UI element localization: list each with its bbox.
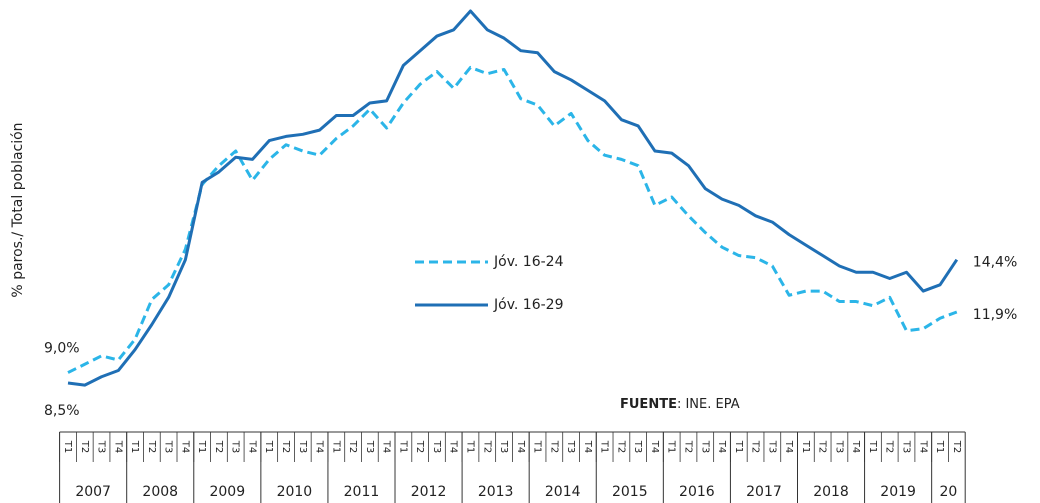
quarter-label: T3 — [901, 440, 912, 453]
quarter-label: T2 — [884, 440, 895, 453]
quarter-label: T4 — [649, 440, 660, 453]
quarter-label: T1 — [129, 440, 140, 453]
year-label: 2015 — [612, 484, 648, 500]
year-label: 2013 — [478, 484, 514, 500]
quarter-label: T3 — [699, 440, 710, 453]
quarter-label: T4 — [783, 440, 794, 453]
quarter-label: T1 — [397, 440, 408, 453]
year-label: 2011 — [344, 484, 380, 500]
source: FUENTE: INE. EPA — [620, 397, 740, 412]
quarter-label: T4 — [112, 440, 123, 453]
start-label: 9,0% — [44, 341, 80, 357]
quarter-label: T1 — [464, 440, 475, 453]
quarter-label: T4 — [246, 440, 257, 453]
year-label: 2008 — [142, 484, 178, 500]
quarter-label: T1 — [800, 440, 811, 453]
quarter-label: T2 — [750, 440, 761, 453]
quarter-label: T2 — [682, 440, 693, 453]
quarter-label: T4 — [515, 440, 526, 453]
y-axis-label: % paros./ Total población — [10, 122, 26, 297]
quarter-label: T4 — [381, 440, 392, 453]
series-line — [67, 65, 958, 374]
quarter-label: T1 — [733, 440, 744, 453]
quarter-label: T1 — [934, 440, 945, 453]
quarter-label: T1 — [867, 440, 878, 453]
quarter-label: T1 — [263, 440, 274, 453]
legend-label: Jóv. 16-24 — [493, 254, 564, 270]
legend-label: Jóv. 16-29 — [493, 297, 563, 313]
quarter-label: T4 — [448, 440, 459, 453]
year-label: 2012 — [411, 484, 447, 500]
quarter-label: T1 — [62, 440, 73, 453]
quarter-label: T3 — [498, 440, 509, 453]
quarter-label: T3 — [431, 440, 442, 453]
year-label: 20 — [940, 484, 958, 500]
quarter-label: T2 — [481, 440, 492, 453]
quarter-label: T3 — [632, 440, 643, 453]
quarter-label: T4 — [582, 440, 593, 453]
quarter-label: T1 — [330, 440, 341, 453]
source-label: FUENTE — [620, 397, 677, 412]
quarter-label: T2 — [213, 440, 224, 453]
year-label: 2007 — [75, 484, 111, 500]
quarter-label: T4 — [917, 440, 928, 453]
quarter-label: T3 — [163, 440, 174, 453]
quarter-label: T4 — [850, 440, 861, 453]
quarter-label: T2 — [951, 440, 962, 453]
year-label: 2018 — [813, 484, 849, 500]
end-label: 14,4% — [973, 255, 1017, 271]
series-line — [67, 9, 959, 387]
quarter-label: T2 — [146, 440, 157, 453]
quarter-label: T1 — [599, 440, 610, 453]
quarter-label: T3 — [565, 440, 576, 453]
quarter-label: T4 — [314, 440, 325, 453]
quarter-label: T3 — [96, 440, 107, 453]
quarter-label: T2 — [615, 440, 626, 453]
quarter-label: T2 — [347, 440, 358, 453]
quarter-label: T2 — [79, 440, 90, 453]
quarter-label: T2 — [548, 440, 559, 453]
year-label: 2014 — [545, 484, 581, 500]
quarter-label: T2 — [280, 440, 291, 453]
quarter-label: T4 — [179, 440, 190, 453]
year-label: 2010 — [277, 484, 313, 500]
year-label: 2016 — [679, 484, 715, 500]
quarter-label: T1 — [196, 440, 207, 453]
source-text: : INE. EPA — [677, 397, 740, 412]
end-label: 11,9% — [973, 307, 1017, 323]
quarter-label: T3 — [766, 440, 777, 453]
start-label: 8,5% — [44, 403, 80, 419]
quarter-label: T1 — [666, 440, 677, 453]
quarter-label: T3 — [364, 440, 375, 453]
year-label: 2009 — [209, 484, 245, 500]
quarter-label: T3 — [833, 440, 844, 453]
quarter-label: T3 — [230, 440, 241, 453]
quarter-label: T2 — [817, 440, 828, 453]
year-label: 2019 — [880, 484, 916, 500]
quarter-label: T2 — [414, 440, 425, 453]
quarter-label: T3 — [297, 440, 308, 453]
quarter-label: T4 — [716, 440, 727, 453]
year-label: 2017 — [746, 484, 782, 500]
quarter-label: T1 — [532, 440, 543, 453]
